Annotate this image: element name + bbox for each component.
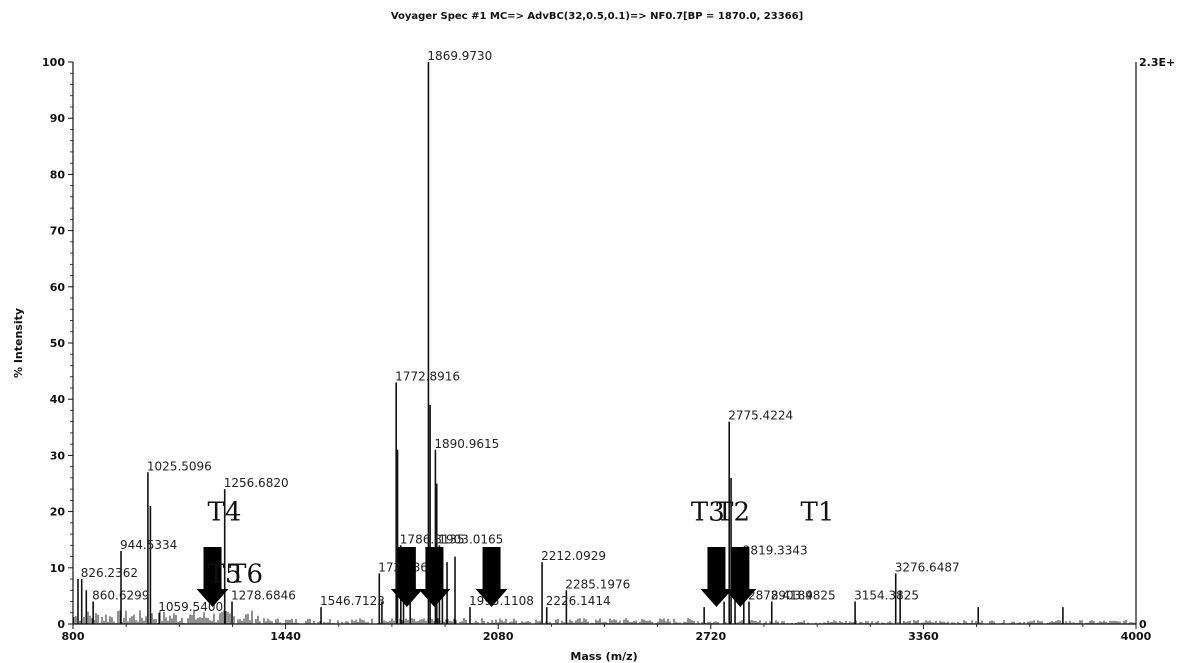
peak-label: 1059.5400: [158, 600, 223, 614]
peak-label: 2212.0929: [541, 549, 606, 563]
y-tick-label: 100: [42, 56, 65, 69]
peaks: [77, 62, 1064, 624]
y-axis-label: % Intensity: [12, 308, 25, 378]
y-tick-label: 90: [50, 112, 66, 125]
chart-title: Voyager Spec #1 MC=> AdvBC(32,0.5,0.1)=>…: [391, 11, 803, 22]
x-axis-label: Mass (m/z): [570, 650, 637, 663]
fragment-label: T6: [229, 559, 263, 589]
arrow-marker: [418, 547, 451, 607]
peak-label: 1995.1108: [469, 594, 534, 608]
arrows: [196, 547, 757, 607]
x-tick-label: 1440: [270, 630, 301, 643]
peak-label: 2285.1976: [565, 577, 630, 591]
fragment-label: T4: [208, 498, 242, 528]
y-tick-label: 0: [57, 618, 65, 631]
peak-label: 860.6299: [92, 589, 149, 603]
peak-label: 2226.1414: [546, 594, 611, 608]
arrow-marker: [724, 547, 757, 607]
y-tick-label: 70: [50, 225, 66, 238]
y-tick-label: 20: [50, 506, 66, 519]
fragment-label: T2: [716, 498, 750, 528]
y-tick-label: 60: [50, 281, 66, 294]
fragment-label: T3: [691, 498, 725, 528]
peak-label: 2878.4189: [748, 589, 813, 603]
y-tick-label: 30: [50, 449, 66, 462]
y-tick-label: 40: [50, 393, 66, 406]
peak-label: 1903.0165: [438, 532, 503, 546]
peak-label: 944.5334: [120, 538, 177, 552]
y-tick-label: 10: [50, 562, 66, 575]
peak-label: 3154.3825: [854, 589, 919, 603]
arrow-marker: [475, 547, 508, 607]
peak-label: 1025.5096: [147, 459, 212, 473]
y-tick-label: 50: [50, 337, 66, 350]
peak-label: 1869.9730: [427, 49, 492, 63]
fragment-label: T5: [208, 559, 242, 589]
x-tick-label: 800: [62, 630, 85, 643]
y-tick-label: 80: [50, 168, 66, 181]
peak-label: 1890.9615: [434, 437, 499, 451]
peak-labels: 1869.9730 1772.8916 2775.4224 1890.9615 1025…: [81, 49, 960, 614]
peak-label: 1256.6820: [224, 476, 289, 490]
noise-trace: [73, 610, 1135, 624]
peak-label: 826.2362: [81, 566, 138, 580]
peak-label: 1772.8916: [395, 369, 460, 383]
arrow-marker: [390, 547, 423, 607]
x-tick-label: 2720: [695, 630, 726, 643]
x-tick-label: 2080: [483, 630, 514, 643]
x-ticks: 800 1440 2080 2720 3360 4000: [62, 624, 1152, 643]
peak-label: 1786.8135: [400, 532, 465, 546]
peak-label: 2819.3343: [743, 544, 808, 558]
right-axis-bottom-label: 0: [1139, 618, 1147, 631]
right-axis-top-label: 2.3E+: [1139, 56, 1175, 69]
baseline-noise: [73, 610, 1135, 624]
x-tick-label: 4000: [1121, 630, 1152, 643]
peak-label: 1278.6846: [231, 589, 296, 603]
fragment-label: T1: [800, 498, 834, 528]
peak-label: 2903.4825: [771, 589, 836, 603]
arrow-marker: [700, 547, 733, 607]
peak-label: 2775.4224: [728, 409, 793, 423]
peak-label: 1546.7123: [320, 594, 385, 608]
arrow-marker: [196, 547, 229, 607]
peak-label: 3276.6487: [895, 560, 960, 574]
y-ticks: 0 10 20 30 40 50 60 70 80 90 100: [42, 56, 73, 631]
x-tick-label: 3360: [908, 630, 939, 643]
